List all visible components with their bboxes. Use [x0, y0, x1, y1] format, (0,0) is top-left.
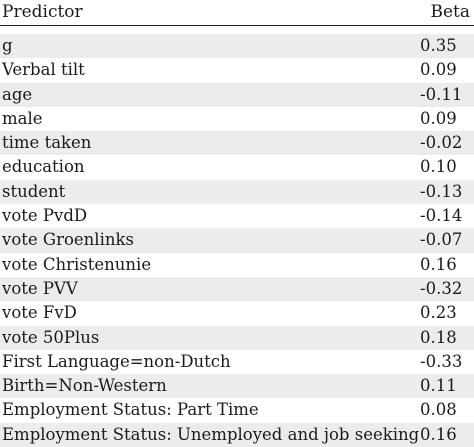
beta-cell: 0.16	[420, 254, 457, 274]
beta-cell: 0.18	[420, 327, 457, 347]
predictor-cell: time taken	[2, 133, 92, 153]
table-body: g 0.35 Verbal tilt 0.09 age -0.11 male 0…	[0, 34, 474, 447]
beta-cell: -0.07	[420, 230, 463, 250]
predictor-cell: vote 50Plus	[2, 327, 100, 347]
beta-cell: 0.16	[420, 424, 457, 444]
beta-cell: -0.33	[420, 351, 463, 371]
table-row: Employment Status: Part Time 0.08	[0, 398, 474, 422]
beta-cell: 0.35	[420, 36, 457, 55]
predictor-cell: vote PvdD	[2, 206, 88, 226]
table-row: vote Christenunie 0.16	[0, 253, 474, 277]
predictor-cell: First Language=non-Dutch	[2, 351, 231, 371]
table-row: male 0.09	[0, 107, 474, 131]
predictor-cell: education	[2, 157, 85, 177]
predictor-cell: Birth=Non-Western	[2, 376, 167, 396]
table-row: vote PVV -0.32	[0, 276, 474, 302]
header-predictor: Predictor	[2, 2, 83, 22]
table-row: Employment Status: Unemployed and job se…	[0, 422, 474, 447]
predictor-cell: Employment Status: Part Time	[2, 400, 259, 420]
table-row: vote Groenlinks -0.07	[0, 228, 474, 253]
beta-cell: 0.09	[420, 108, 457, 128]
beta-cell: 0.10	[420, 157, 457, 177]
predictor-cell: g	[2, 36, 13, 55]
beta-cell: 0.09	[420, 60, 457, 80]
table-row: time taken -0.02	[0, 131, 474, 156]
beta-cell: -0.32	[420, 278, 463, 298]
table-row: student -0.13	[0, 179, 474, 205]
table-row: First Language=non-Dutch -0.33	[0, 350, 474, 374]
beta-cell: 0.23	[420, 303, 457, 323]
predictor-cell: male	[2, 108, 43, 128]
table-header: Predictor Beta	[0, 0, 474, 26]
table-row: vote FvD 0.23	[0, 301, 474, 325]
table-row: Verbal tilt 0.09	[0, 58, 474, 82]
table-row: vote PvdD -0.14	[0, 204, 474, 228]
table-row: vote 50Plus 0.18	[0, 325, 474, 350]
predictor-cell: Employment Status: Unemployed and job se…	[2, 424, 420, 444]
predictor-cell: vote FvD	[2, 303, 77, 323]
beta-cell: -0.14	[420, 206, 463, 226]
predictor-cell: vote Christenunie	[2, 254, 152, 274]
predictor-cell: age	[2, 84, 33, 104]
table-row: Birth=Non-Western 0.11	[0, 374, 474, 399]
predictor-cell: vote Groenlinks	[2, 230, 134, 250]
table-row: education 0.10	[0, 155, 474, 179]
predictor-cell: vote PVV	[2, 278, 78, 298]
beta-cell: -0.11	[420, 84, 463, 104]
header-beta: Beta	[430, 2, 470, 22]
table-row: age -0.11	[0, 82, 474, 107]
predictor-cell: Verbal tilt	[2, 60, 85, 80]
beta-cell: 0.11	[420, 376, 457, 396]
beta-cell: -0.13	[420, 181, 463, 201]
beta-cell: -0.02	[420, 133, 463, 153]
beta-cell: 0.08	[420, 400, 457, 420]
table-row: g 0.35	[0, 34, 474, 59]
predictor-cell: student	[2, 181, 66, 201]
